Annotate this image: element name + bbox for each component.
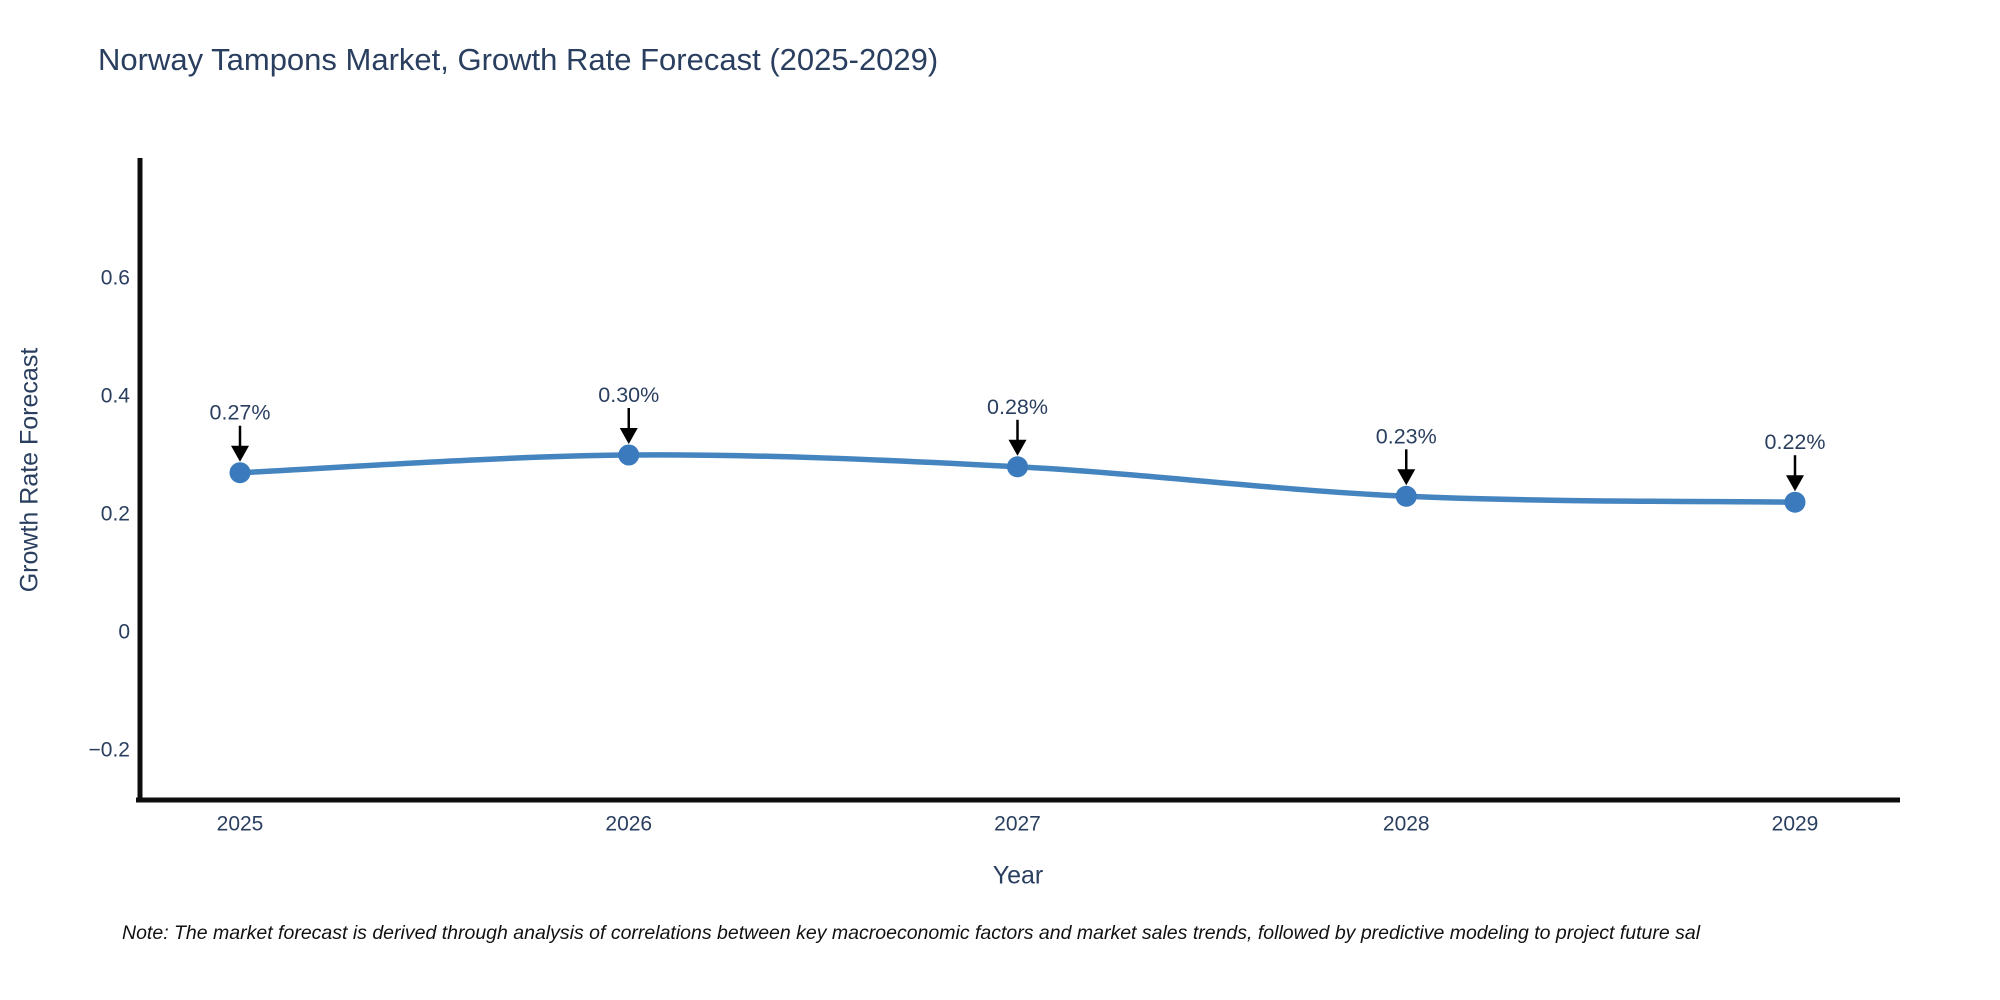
data-point-marker bbox=[1395, 485, 1417, 507]
y-tick-label: 0.4 bbox=[101, 385, 131, 408]
x-axis-title: Year bbox=[992, 861, 1044, 890]
data-point-marker bbox=[618, 444, 640, 466]
annotation-arrow-head bbox=[1786, 475, 1804, 492]
data-point-marker bbox=[229, 462, 251, 484]
y-tick-label: −0.2 bbox=[89, 739, 130, 762]
annotation-label: 0.30% bbox=[598, 383, 659, 407]
chart-title: Norway Tampons Market, Growth Rate Forec… bbox=[98, 42, 939, 77]
x-tick-label: 2025 bbox=[217, 813, 264, 836]
x-tick-label: 2027 bbox=[994, 813, 1041, 836]
annotation-arrow-head bbox=[231, 445, 249, 462]
data-point-marker bbox=[1784, 491, 1806, 513]
x-tick-label: 2028 bbox=[1383, 813, 1430, 836]
annotation-label: 0.23% bbox=[1376, 424, 1437, 448]
annotation-arrow-head bbox=[619, 428, 638, 444]
data-point-marker bbox=[1007, 456, 1028, 478]
annotation-label: 0.22% bbox=[1765, 430, 1826, 454]
x-tick-label: 2029 bbox=[1772, 813, 1819, 836]
annotation-label: 0.28% bbox=[987, 395, 1048, 419]
y-tick-label: 0.6 bbox=[101, 267, 130, 290]
annotation-arrow-head bbox=[1397, 469, 1416, 486]
y-tick-label: 0.2 bbox=[101, 503, 130, 526]
annotation-label: 0.27% bbox=[210, 401, 271, 425]
annotation-arrow-head bbox=[1008, 439, 1027, 456]
y-tick-label: 0 bbox=[118, 621, 130, 644]
x-tick-label: 2026 bbox=[605, 813, 652, 836]
footnote: Note: The market forecast is derived thr… bbox=[122, 922, 1701, 944]
